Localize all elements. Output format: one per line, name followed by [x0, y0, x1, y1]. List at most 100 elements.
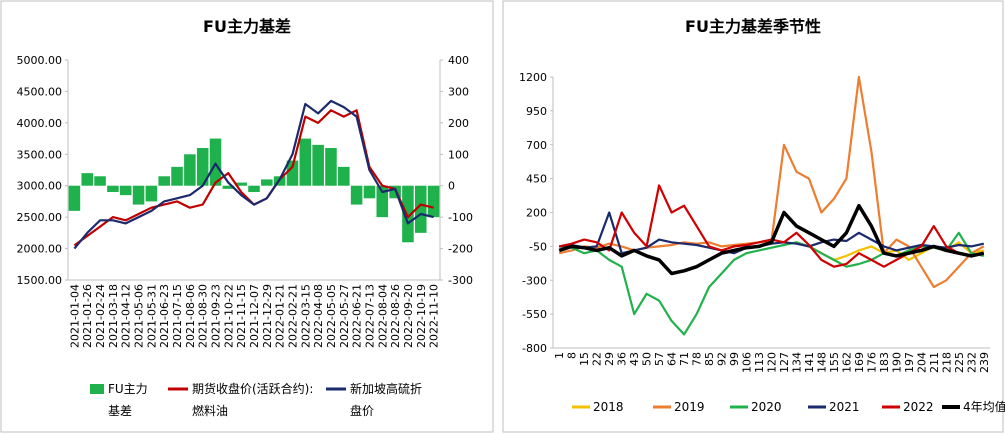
- bar: [209, 138, 222, 186]
- bar: [196, 148, 209, 186]
- bar: [145, 185, 158, 202]
- line: [559, 231, 985, 336]
- legend-label: 4年均值: [963, 399, 1005, 414]
- x-tick-label: 78: [691, 352, 704, 366]
- x-tick-label: 29: [603, 352, 616, 366]
- x-tick-label: 1: [553, 352, 566, 359]
- legend-label: 2019: [674, 400, 705, 414]
- x-tick-label: 64: [666, 352, 679, 366]
- legend-label: 新加坡高硫折盘价: [350, 382, 423, 418]
- x-tick-label: 15: [578, 352, 591, 366]
- legend-swatch: [90, 384, 104, 394]
- x-tick-label: 2022-01-21: [274, 284, 287, 348]
- x-tick-label: 211: [928, 352, 941, 373]
- x-tick-label: 239: [978, 352, 991, 373]
- bar: [299, 138, 312, 186]
- x-tick-label: 2022-05-05: [325, 284, 338, 348]
- bar: [184, 154, 196, 186]
- x-tick-label: 155: [828, 352, 841, 373]
- line: [73, 99, 434, 250]
- bar: [363, 185, 376, 199]
- x-tick-label: 141: [803, 352, 816, 373]
- x-tick-label: 2021-10-22: [222, 284, 235, 348]
- x-tick-label: 2021-09-23: [210, 284, 223, 348]
- y-tick-label: 950: [526, 105, 547, 118]
- bar: [171, 166, 183, 186]
- x-tick-label: 2021-02-24: [94, 284, 107, 348]
- y-tick-label: 3000.00: [17, 180, 63, 193]
- bar: [81, 173, 94, 186]
- y-tick-label: 1500.00: [17, 274, 63, 287]
- x-tick-label: 2022-10-19: [415, 284, 428, 348]
- bar: [119, 185, 132, 196]
- y-tick-label: -800: [522, 342, 547, 355]
- y2-tick-label: 0: [448, 180, 455, 193]
- y-tick-label: 4000.00: [17, 117, 63, 130]
- y2-tick-label: -300: [448, 274, 473, 287]
- x-tick-label: 127: [778, 352, 791, 373]
- x-tick-label: 43: [628, 352, 641, 366]
- bar: [248, 185, 260, 192]
- bar: [350, 185, 363, 205]
- y2-tick-label: 300: [448, 85, 469, 98]
- x-tick-label: 148: [815, 352, 828, 373]
- x-tick-label: 36: [616, 352, 629, 366]
- x-tick-label: 8: [566, 352, 579, 359]
- bar: [286, 160, 299, 186]
- x-tick-label: 2022-03-15: [299, 284, 312, 348]
- bar: [261, 179, 273, 186]
- x-tick-label: 2022-07-13: [363, 284, 376, 348]
- x-tick-label: 204: [915, 352, 928, 373]
- y-tick-label: 700: [526, 139, 547, 152]
- y2-tick-label: 400: [448, 54, 469, 67]
- x-tick-label: 176: [865, 352, 878, 373]
- bar: [132, 185, 145, 205]
- x-tick-label: 2022-06-21: [351, 284, 364, 348]
- y-tick-label: 1200: [519, 71, 547, 84]
- x-tick-label: 2021-12-29: [261, 284, 274, 348]
- x-tick-label: 169: [853, 352, 866, 373]
- x-tick-label: 106: [741, 352, 754, 373]
- x-tick-label: 71: [678, 352, 691, 366]
- x-tick-label: 134: [790, 352, 803, 373]
- legend-label: 2020: [751, 400, 782, 414]
- x-tick-label: 218: [940, 352, 953, 373]
- y-tick-label: 4500.00: [17, 85, 63, 98]
- x-tick-label: 190: [890, 352, 903, 373]
- x-tick-label: 22: [591, 352, 604, 366]
- line: [558, 203, 985, 276]
- y2-tick-label: -200: [448, 243, 473, 256]
- y-tick-label: -550: [522, 308, 547, 321]
- x-tick-label: 85: [703, 352, 716, 366]
- legend-label: 2021: [829, 400, 860, 414]
- x-tick-label: 113: [753, 352, 766, 373]
- right-panel: [502, 0, 1004, 433]
- legend-label: 期货收盘价(活跃合约):燃料油: [192, 382, 314, 418]
- y2-tick-label: -100: [448, 211, 473, 224]
- x-tick-label: 2021-05-31: [145, 284, 158, 348]
- x-tick-label: 2022-11-10: [428, 284, 441, 348]
- y-tick-label: 200: [526, 207, 547, 220]
- x-tick-label: 2022-02-21: [286, 284, 299, 348]
- chart-title: FU主力基差: [203, 17, 291, 36]
- chart-title: FU主力基差季节性: [685, 17, 821, 36]
- x-tick-label: 2022-08-04: [376, 284, 389, 348]
- y-tick-label: 5000.00: [17, 54, 63, 67]
- bar: [222, 185, 235, 189]
- x-tick-label: 57: [653, 352, 666, 366]
- bar: [312, 144, 324, 186]
- y2-tick-label: 200: [448, 117, 469, 130]
- y-tick-label: -50: [529, 240, 547, 253]
- x-tick-label: 2022-09-20: [402, 284, 415, 348]
- x-tick-label: 2022-04-08: [312, 284, 325, 348]
- y-tick-label: -300: [522, 274, 547, 287]
- y-tick-label: 450: [526, 173, 547, 186]
- bar: [68, 185, 81, 211]
- x-tick-label: 99: [728, 352, 741, 366]
- x-tick-label: 2021-05-06: [133, 284, 146, 348]
- x-tick-label: 2021-08-30: [197, 284, 210, 348]
- x-tick-label: 50: [641, 352, 654, 366]
- x-tick-label: 2021-03-18: [107, 284, 120, 348]
- bar: [94, 176, 106, 186]
